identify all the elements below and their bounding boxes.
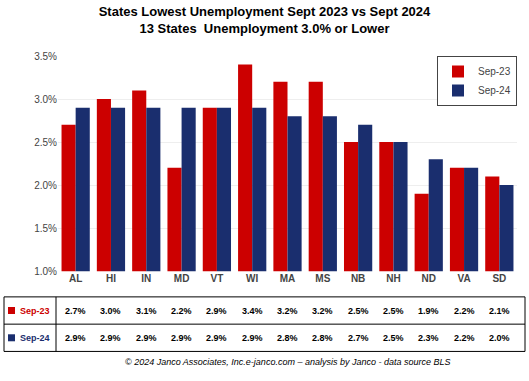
- svg-text:Sep-24: Sep-24: [478, 85, 511, 96]
- svg-text:2.5%: 2.5%: [383, 333, 404, 343]
- svg-text:Sep-23: Sep-23: [478, 66, 511, 77]
- svg-text:© 2024 Janco Associates, Inc.e: © 2024 Janco Associates, Inc.e-janco.com…: [125, 357, 450, 367]
- svg-text:MS: MS: [315, 273, 330, 284]
- svg-text:VA: VA: [457, 273, 470, 284]
- svg-text:2.9%: 2.9%: [171, 333, 192, 343]
- svg-text:HI: HI: [106, 273, 116, 284]
- svg-text:3.2%: 3.2%: [312, 306, 333, 316]
- svg-text:2.9%: 2.9%: [65, 333, 86, 343]
- svg-text:VT: VT: [210, 273, 223, 284]
- svg-text:2.5%: 2.5%: [383, 306, 404, 316]
- svg-text:2.2%: 2.2%: [171, 306, 192, 316]
- svg-text:Sep-24: Sep-24: [20, 333, 50, 343]
- svg-text:3.2%: 3.2%: [277, 306, 298, 316]
- svg-text:3.1%: 3.1%: [136, 306, 157, 316]
- svg-text:2.3%: 2.3%: [418, 333, 439, 343]
- svg-text:ND: ND: [422, 273, 436, 284]
- svg-text:SD: SD: [492, 273, 506, 284]
- svg-text:2.5%: 2.5%: [348, 306, 369, 316]
- svg-text:NH: NH: [386, 273, 400, 284]
- svg-text:2.7%: 2.7%: [65, 306, 86, 316]
- svg-text:3.5%: 3.5%: [34, 51, 57, 62]
- svg-text:2.7%: 2.7%: [348, 333, 369, 343]
- svg-text:2.1%: 2.1%: [489, 306, 510, 316]
- svg-text:Sep-23: Sep-23: [20, 306, 50, 316]
- svg-text:1.5%: 1.5%: [34, 223, 57, 234]
- svg-text:MA: MA: [280, 273, 296, 284]
- svg-text:2.9%: 2.9%: [206, 306, 227, 316]
- svg-text:2.8%: 2.8%: [312, 333, 333, 343]
- svg-text:3.4%: 3.4%: [242, 306, 263, 316]
- svg-text:MD: MD: [174, 273, 190, 284]
- svg-text:2.9%: 2.9%: [136, 333, 157, 343]
- svg-text:2.2%: 2.2%: [454, 333, 475, 343]
- svg-text:2.2%: 2.2%: [454, 306, 475, 316]
- svg-text:2.9%: 2.9%: [206, 333, 227, 343]
- svg-text:NB: NB: [351, 273, 365, 284]
- svg-text:2.9%: 2.9%: [242, 333, 263, 343]
- svg-text:2.0%: 2.0%: [489, 333, 510, 343]
- svg-text:AL: AL: [69, 273, 82, 284]
- svg-text:1.9%: 1.9%: [418, 306, 439, 316]
- svg-text:3.0%: 3.0%: [34, 94, 57, 105]
- svg-text:3.0%: 3.0%: [100, 306, 121, 316]
- svg-text:IN: IN: [141, 273, 151, 284]
- svg-text:1.0%: 1.0%: [34, 266, 57, 277]
- svg-text:States Lowest Unemployment Sep: States Lowest Unemployment Sept 2023 vs …: [99, 4, 431, 36]
- svg-text:2.9%: 2.9%: [100, 333, 121, 343]
- svg-text:WI: WI: [246, 273, 258, 284]
- svg-text:2.8%: 2.8%: [277, 333, 298, 343]
- svg-text:2.5%: 2.5%: [34, 137, 57, 148]
- svg-text:2.0%: 2.0%: [34, 180, 57, 191]
